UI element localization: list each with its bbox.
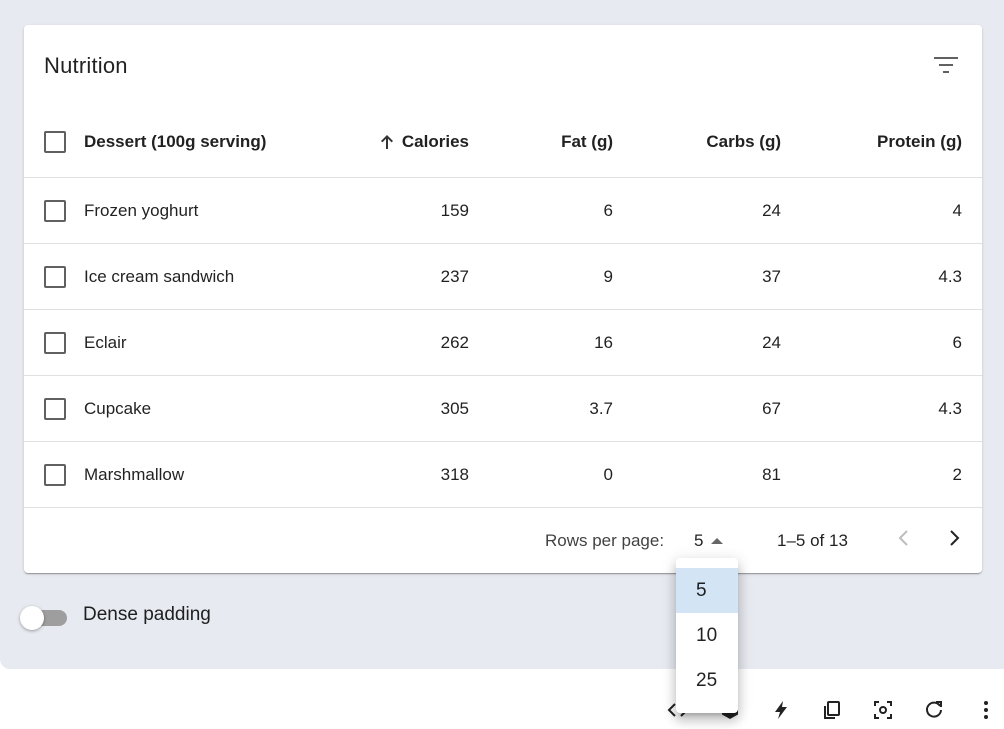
cell-dessert: Marshmallow (84, 464, 185, 484)
cell-fat: 6 (603, 200, 613, 220)
cell-calories: 237 (440, 266, 469, 286)
filter-list-icon (933, 55, 959, 80)
row-checkbox[interactable] (44, 331, 66, 354)
cell-protein: 4 (952, 200, 962, 220)
row-checkbox[interactable] (44, 397, 66, 420)
column-header-fat[interactable]: Fat (g) (561, 132, 613, 151)
nutrition-table-card: Nutrition Dessert (100g serving) Calorie… (24, 25, 982, 573)
cell-protein: 4.3 (938, 398, 962, 418)
cell-fat: 0 (603, 464, 613, 484)
table-toolbar: Nutrition (24, 25, 982, 107)
select-all-checkbox[interactable] (44, 131, 66, 153)
table-title: Nutrition (44, 53, 128, 78)
table-row[interactable]: Eclair 262 16 24 6 (24, 310, 982, 376)
reset-icon[interactable] (920, 696, 948, 724)
cell-calories: 305 (440, 398, 469, 418)
rows-per-page-option[interactable]: 25 (696, 669, 718, 691)
table-header-row: Dessert (100g serving) Calories Fat (g) … (24, 107, 982, 178)
cell-dessert: Ice cream sandwich (84, 266, 235, 286)
table-row[interactable]: Frozen yoghurt 159 6 24 4 (24, 178, 982, 244)
chevron-right-icon (945, 529, 963, 552)
column-header-dessert[interactable]: Dessert (100g serving) (84, 132, 267, 151)
cell-dessert: Cupcake (84, 398, 152, 418)
rows-per-page-value: 5 (694, 530, 704, 550)
focus-icon[interactable] (869, 696, 897, 724)
cell-carbs: 24 (762, 200, 781, 220)
table-row[interactable]: Cupcake 305 3.7 67 4.3 (24, 376, 982, 442)
table-row[interactable]: Ice cream sandwich 237 9 37 4.3 (24, 244, 982, 310)
copy-icon[interactable] (818, 696, 846, 724)
filter-button[interactable] (926, 47, 966, 87)
column-header-calories[interactable]: Calories (378, 107, 469, 177)
demo-toolbar (0, 669, 1004, 729)
cell-carbs: 37 (762, 266, 781, 286)
table-row[interactable]: Marshmallow 318 0 81 2 (24, 442, 982, 508)
cell-protein: 6 (952, 332, 962, 352)
cell-carbs: 81 (762, 464, 781, 484)
cell-dessert: Frozen yoghurt (84, 200, 199, 220)
chevron-left-icon (895, 529, 913, 552)
cell-fat: 16 (594, 332, 613, 352)
cell-fat: 9 (603, 266, 613, 286)
column-header-carbs[interactable]: Carbs (g) (706, 132, 781, 151)
cell-protein: 4.3 (938, 266, 962, 286)
rows-per-page-menu: 5 10 25 (676, 558, 738, 713)
previous-page-button[interactable] (884, 520, 924, 560)
rows-per-page-option[interactable]: 10 (696, 624, 718, 646)
rows-per-page-label: Rows per page: (545, 530, 665, 550)
row-checkbox[interactable] (44, 199, 66, 222)
column-header-calories-label: Calories (401, 132, 469, 151)
bolt-icon[interactable] (767, 696, 795, 724)
cell-fat: 3.7 (589, 398, 613, 418)
cell-calories: 159 (440, 200, 469, 220)
column-header-protein[interactable]: Protein (g) (877, 132, 962, 151)
pagination-range: 1–5 of 13 (777, 530, 848, 550)
cell-dessert: Eclair (84, 332, 127, 352)
dense-padding-label[interactable]: Dense padding (83, 604, 211, 625)
switch-thumb (20, 606, 44, 630)
rows-per-page-option[interactable]: 5 (676, 568, 738, 613)
cell-calories: 262 (440, 332, 469, 352)
next-page-button[interactable] (934, 520, 974, 560)
row-checkbox[interactable] (44, 463, 66, 486)
rows-per-page-select[interactable]: 5 (694, 508, 724, 573)
arrow-drop-up-icon (711, 537, 724, 544)
cell-protein: 2 (952, 464, 962, 484)
arrow-upward-icon (378, 133, 396, 151)
cell-calories: 318 (440, 464, 469, 484)
table-pagination: Rows per page: 5 1–5 of 13 (24, 508, 982, 573)
row-checkbox[interactable] (44, 265, 66, 288)
more-vert-icon[interactable] (972, 696, 1000, 724)
dense-padding-switch[interactable] (20, 603, 68, 631)
cell-carbs: 24 (762, 332, 781, 352)
cell-carbs: 67 (762, 398, 781, 418)
